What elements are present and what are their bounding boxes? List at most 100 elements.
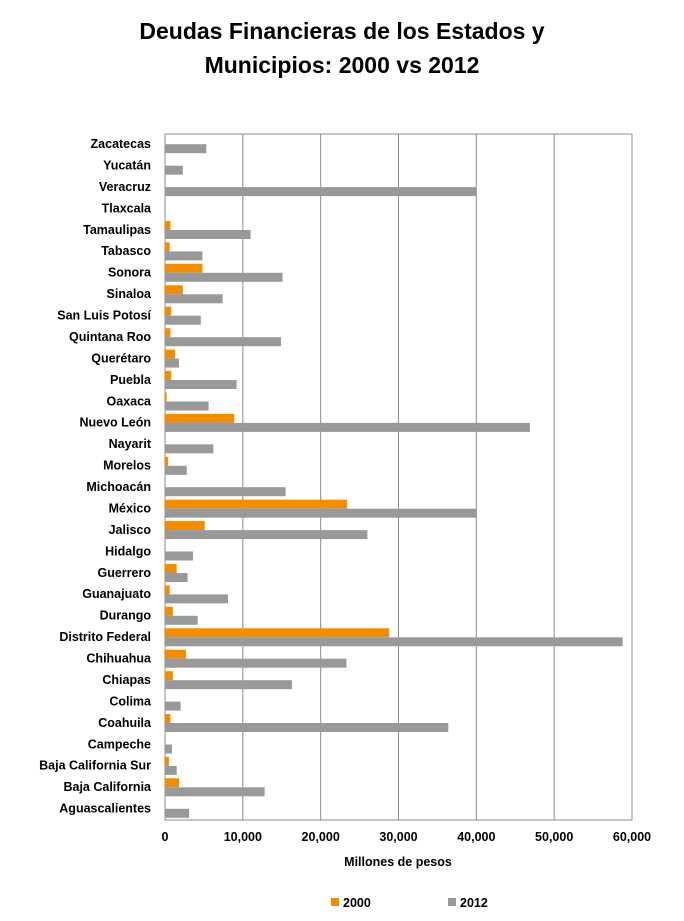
legend-label-2012: 2012	[460, 896, 488, 910]
category-label-coahuila: Coahuila	[98, 716, 152, 730]
bar-2012-durango	[165, 615, 198, 625]
bar-2000-nuevo-leon	[165, 413, 235, 423]
category-label-morelos: Morelos	[103, 459, 151, 473]
category-label-baja-california: Baja California	[63, 780, 152, 794]
x-axis-title: Millones de pesos	[344, 855, 452, 869]
category-label-nayarit: Nayarit	[109, 437, 152, 451]
category-label-puebla: Puebla	[110, 373, 152, 387]
bar-2012-puebla	[165, 380, 237, 389]
bar-2012-tamaulipas	[165, 230, 251, 239]
category-label-guerrero: Guerrero	[98, 566, 152, 580]
x-tick-label-50000: 50,000	[535, 830, 573, 844]
bar-2012-hidalgo	[165, 551, 193, 561]
category-label-san-luis-potosi: San Luis Potosí	[57, 309, 151, 323]
bar-2012-colima	[165, 701, 181, 711]
category-label-yucatan: Yucatán	[103, 158, 151, 172]
bar-2012-morelos	[165, 465, 187, 475]
bar-2012-guerrero	[165, 573, 188, 582]
category-label-campeche: Campeche	[88, 737, 151, 751]
x-tick-labels: 0 10,000 20,000 30,000 40,000 50,000 60,000	[162, 830, 652, 844]
chart-title: Deudas Financieras de los Estados y Muni…	[0, 14, 684, 82]
x-tick-label-20000: 20,000	[302, 830, 340, 844]
category-label-queretaro: Querétaro	[91, 351, 151, 365]
bar-2012-mexico	[165, 508, 477, 518]
bar-2000-sonora	[165, 263, 203, 273]
category-label-sinaloa: Sinaloa	[107, 287, 153, 301]
bar-2000-tamaulipas	[165, 221, 171, 230]
bar-2012-zacatecas	[165, 144, 207, 154]
bar-2000-guerrero	[165, 564, 177, 573]
bar-2000-mexico	[165, 499, 348, 509]
bar-2000-queretaro	[165, 349, 176, 359]
bar-2000-chiapas	[165, 671, 173, 681]
plot-area-frame	[164, 133, 633, 821]
category-label-durango: Durango	[100, 609, 152, 623]
x-tick-label-60000: 60,000	[613, 830, 651, 844]
legend-swatch-2000	[331, 898, 339, 906]
bar-2000-durango	[165, 606, 173, 616]
bar-2012-san-luis-potosi	[165, 315, 201, 325]
category-label-quintana-roo: Quintana Roo	[69, 330, 151, 344]
category-label-chihuahua: Chihuahua	[86, 652, 152, 666]
category-label-baja-california-sur: Baja California Sur	[39, 759, 151, 773]
category-label-tlaxcala: Tlaxcala	[102, 201, 152, 215]
bar-2012-sinaloa	[165, 294, 223, 304]
legend-swatch-2012	[448, 898, 456, 906]
bar-2012-baja-california	[165, 787, 265, 797]
x-tick-label-0: 0	[162, 830, 169, 844]
bar-2000-baja-california	[165, 778, 179, 788]
x-tick-label-40000: 40,000	[457, 830, 495, 844]
bar-2012-baja-california-sur	[165, 765, 177, 775]
bar-2012-yucatan	[165, 165, 183, 175]
bar-2012-aguascalientes	[165, 808, 190, 818]
bar-2000-quintana-roo	[165, 328, 171, 338]
chart-title-line2: Municipios: 2000 vs 2012	[204, 52, 480, 78]
bar-2012-jalisco	[165, 530, 368, 540]
category-label-veracruz: Veracruz	[99, 180, 151, 194]
bar-2012-coahuila	[165, 723, 449, 732]
bar-2012-quintana-roo	[165, 337, 281, 347]
bar-2000-distrito-federal	[165, 628, 390, 638]
x-tick-label-10000: 10,000	[224, 830, 262, 844]
bar-2000-sinaloa	[165, 285, 183, 295]
bar-2012-campeche	[165, 744, 172, 754]
bar-2012-oaxaca	[165, 401, 209, 411]
bar-2000-morelos	[165, 456, 169, 466]
category-label-tabasco: Tabasco	[101, 244, 151, 258]
bar-2000-coahuila	[165, 714, 171, 723]
bar-2000-chihuahua	[165, 649, 186, 659]
bars	[165, 144, 623, 818]
bar-2000-oaxaca	[165, 392, 167, 402]
grid-lines	[242, 134, 555, 820]
bar-2012-sonora	[165, 272, 283, 282]
bar-2012-guanajuato	[165, 594, 228, 604]
bar-2000-guanajuato	[165, 585, 170, 595]
bar-2000-jalisco	[165, 521, 205, 531]
bar-2012-distrito-federal	[165, 637, 623, 647]
category-label-sonora: Sonora	[108, 266, 152, 280]
bar-2000-baja-california-sur	[165, 756, 169, 766]
x-tick-label-30000: 30,000	[379, 830, 417, 844]
bar-2012-chihuahua	[165, 658, 347, 668]
bar-2000-puebla	[165, 371, 172, 380]
category-label-nuevo-leon: Nuevo León	[79, 416, 151, 430]
bar-2012-nayarit	[165, 444, 214, 454]
legend: 2000 2012	[331, 896, 488, 910]
bar-2012-tabasco	[165, 251, 203, 261]
category-label-michoacan: Michoacán	[86, 480, 151, 494]
bar-2012-michoacan	[165, 487, 286, 497]
category-label-tamaulipas: Tamaulipas	[83, 223, 151, 237]
category-label-mexico: México	[109, 501, 152, 515]
category-label-zacatecas: Zacatecas	[91, 137, 152, 151]
bar-2012-queretaro	[165, 358, 179, 368]
bar-2000-tabasco	[165, 242, 170, 252]
bar-2000-san-luis-potosi	[165, 306, 172, 316]
category-label-distrito-federal: Distrito Federal	[59, 630, 151, 644]
legend-label-2000: 2000	[343, 896, 371, 910]
category-label-chiapas: Chiapas	[102, 673, 151, 687]
category-label-oaxaca: Oaxaca	[107, 394, 153, 408]
category-label-colima: Colima	[109, 694, 152, 708]
bar-2012-chiapas	[165, 680, 292, 690]
category-label-guanajuato: Guanajuato	[82, 587, 151, 601]
